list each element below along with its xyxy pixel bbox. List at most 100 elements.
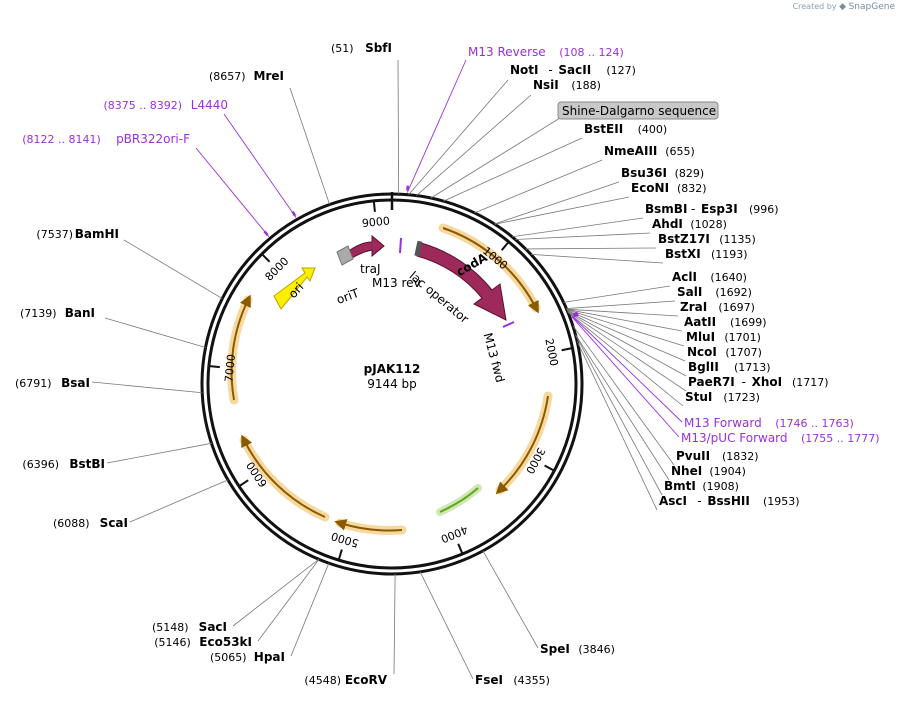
primer-m13-reverse[interactable]: M13 Reverse (108 .. 124) (468, 45, 624, 59)
site-sbfi[interactable]: SbfI (51) (331, 41, 392, 55)
site-zrai[interactable]: ZraI (1697) (680, 300, 755, 314)
site-name: Eco53kI (199, 635, 252, 649)
primer-leader (406, 59, 467, 193)
site-position: (5146) (154, 636, 191, 649)
primer-m13-puc-forward[interactable]: M13/pUC Forward (1755 .. 1777) (681, 431, 880, 445)
plasmid-length: 9144 bp (367, 377, 417, 391)
primer-range: (1755 .. 1777) (801, 432, 880, 445)
site-position: (188) (571, 79, 601, 92)
site-bstxi[interactable]: BstXI (1193) (665, 247, 748, 261)
site-eco53ki[interactable]: Eco53kI (5146) (154, 635, 252, 649)
primer-m13-forward[interactable]: M13 Forward (1746 .. 1763) (684, 416, 854, 430)
site-name: ZraI (680, 300, 707, 314)
snapgene-logo-icon: ◆ (839, 2, 847, 12)
site-name: SalI (677, 285, 702, 299)
site-saci[interactable]: SacI (5148) (152, 620, 227, 634)
site-bsteii[interactable]: BstEII (400) (584, 122, 667, 136)
site-name: StuI (685, 390, 712, 404)
site-ncoi[interactable]: NcoI (1707) (687, 345, 762, 359)
site-ahdi[interactable]: AhdI (1028) (652, 217, 727, 231)
site-asci[interactable]: AscI - BssHII (1953) (659, 494, 800, 508)
site-name: SpeI (540, 642, 570, 656)
site-econi[interactable]: EcoNI (832) (631, 181, 707, 195)
site-name: BmtI (664, 479, 696, 493)
orf-arc (442, 227, 539, 314)
site-noti[interactable]: NotI - SacII (127) (510, 63, 636, 77)
site-bani[interactable]: BanI (7139) (20, 306, 95, 320)
site-position: (6088) (53, 517, 90, 530)
primer-pbr322ori-f[interactable]: pBR322ori-F (8122 .. 8141) (22, 132, 190, 146)
site-sali[interactable]: SalI (1692) (677, 285, 752, 299)
site-aatii[interactable]: AatII (1699) (684, 315, 767, 329)
site-scai[interactable]: ScaI (6088) (53, 516, 128, 530)
site-name: EcoNI (631, 181, 669, 195)
leader-line (289, 87, 330, 205)
site-position: (1707) (725, 346, 762, 359)
site-paer7i[interactable]: PaeR7I - XhoI (1717) (688, 375, 829, 389)
site-name: BstBI (69, 457, 105, 471)
ruler-tick-label: 5000 (330, 529, 361, 550)
leader-line (576, 340, 658, 511)
traJ-arrow[interactable] (349, 234, 385, 259)
site-bsu36i[interactable]: Bsu36I (829) (621, 166, 704, 180)
site-acli[interactable]: AclI (1640) (672, 270, 747, 284)
leader-line (566, 300, 676, 309)
site-name: BstZ17I (658, 232, 710, 246)
traJ-label: traJ (360, 262, 381, 276)
site-bsmbi[interactable]: BsmBI - Esp3I (996) (645, 202, 779, 216)
site-fsei[interactable]: FseI (4355) (475, 673, 550, 687)
site-separator: - (548, 63, 552, 77)
shine-dalgarno-box[interactable] (557, 101, 719, 120)
site-name: NheI (671, 464, 702, 478)
leader-line (494, 196, 630, 225)
primer-leader (571, 315, 683, 423)
site-position: (832) (677, 182, 707, 195)
site-nhei[interactable]: NheI (1904) (671, 464, 746, 478)
site-mlui[interactable]: MluI (1701) (686, 330, 761, 344)
orf-arc (334, 519, 403, 532)
site-position: (655) (665, 145, 695, 158)
site-mrei[interactable]: MreI (8657) (209, 69, 284, 83)
ori-arrow[interactable] (273, 267, 316, 310)
leader-line (494, 181, 620, 225)
codA-arrow[interactable] (416, 242, 507, 321)
site-stui[interactable]: StuI (1723) (685, 390, 760, 404)
primer-leader (195, 147, 270, 237)
primer-mark (291, 210, 297, 217)
site-position: (400) (638, 123, 668, 136)
site-name: AclI (672, 270, 697, 284)
shine-dalgarno-label: Shine-Dalgarno sequence (562, 104, 716, 118)
site-bmti[interactable]: BmtI (1908) (664, 479, 739, 493)
leader-line (575, 335, 663, 496)
site-nmeaiii[interactable]: NmeAIII (655) (604, 144, 695, 158)
site-position: (1699) (730, 316, 767, 329)
site-position: (996) (749, 203, 779, 216)
site-nsii[interactable]: NsiI (188) (533, 78, 601, 92)
site-ecorv[interactable]: EcoRV (4548) (304, 673, 387, 687)
leader-line (566, 308, 679, 317)
site-hpai[interactable]: HpaI (5065) (210, 650, 285, 664)
ruler-tick (337, 549, 343, 560)
site-position: (1723) (723, 391, 760, 404)
site-position: (4548) (304, 674, 341, 687)
leader-line (129, 479, 229, 523)
site-bsai[interactable]: BsaI (6791) (15, 376, 90, 390)
primer-leader (223, 113, 297, 218)
site-name-2: SacII (558, 63, 591, 77)
site-pvuii[interactable]: PvuII (1832) (676, 449, 759, 463)
ruler-tick (209, 365, 220, 369)
primer-l4440[interactable]: L4440 (8375 .. 8392) (103, 98, 228, 112)
site-position: (7139) (20, 307, 57, 320)
leader-line (575, 334, 670, 481)
promoter-arc (439, 487, 479, 513)
site-bstbi[interactable]: BstBI (6396) (22, 457, 105, 471)
site-bamhi[interactable]: BamHI(7537) (36, 227, 119, 241)
site-name: FseI (475, 673, 503, 687)
site-spei[interactable]: SpeI (3846) (540, 642, 615, 656)
primer-name: M13 Forward (684, 416, 762, 430)
site-bglii[interactable]: BglII (1713) (688, 360, 771, 374)
site-position: (1908) (702, 480, 739, 493)
site-name: BstXI (665, 247, 701, 261)
site-bstz17i[interactable]: BstZ17I (1135) (658, 232, 756, 246)
leader-line (408, 79, 509, 195)
